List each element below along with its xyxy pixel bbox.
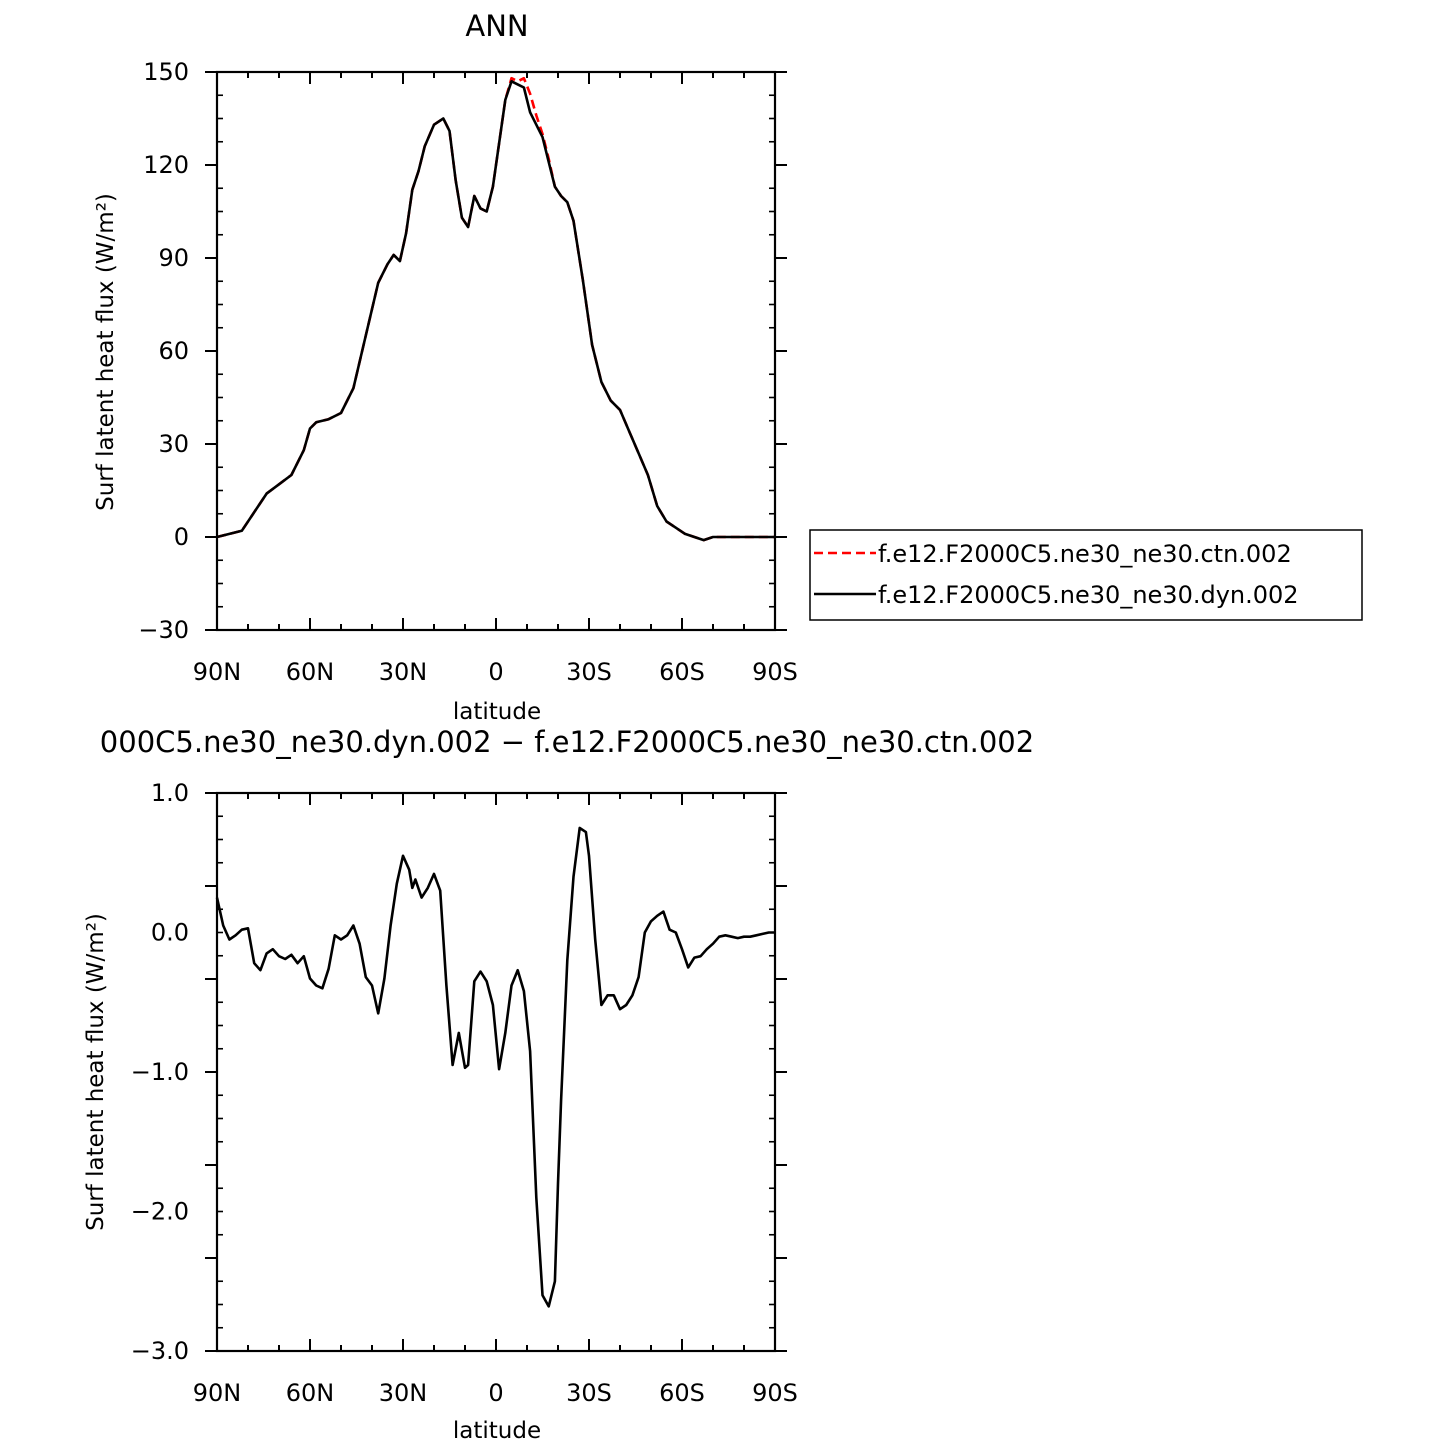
y-tick-label: 30 (158, 430, 189, 458)
x-tick-label: 90N (193, 1379, 242, 1407)
legend-label-ctn: f.e12.F2000C5.ne30_ne30.ctn.002 (878, 540, 1292, 568)
legend: f.e12.F2000C5.ne30_ne30.ctn.002 f.e12.F2… (809, 529, 1363, 621)
plot-frame (215, 791, 777, 1353)
x-tick-label: 90N (193, 658, 242, 686)
y-tick-label: 90 (158, 244, 189, 272)
series-lines (215, 826, 775, 1308)
legend-box (809, 529, 1363, 621)
series-lines (216, 76, 775, 542)
x-tick-label: 30N (379, 658, 428, 686)
x-tick-label: 30S (566, 658, 612, 686)
series-line-2 (216, 80, 775, 542)
y-axis-label: Surf latent heat flux (W/m²) (93, 193, 119, 511)
y-tick-label: −2.0 (131, 1198, 189, 1226)
x-tick-label: 30S (566, 1379, 612, 1407)
legend-label-dyn: f.e12.F2000C5.ne30_ne30.dyn.002 (878, 581, 1299, 609)
x-tick-label: 90S (752, 1379, 798, 1407)
series-line-1 (215, 826, 775, 1308)
y-tick-label: 0 (174, 523, 189, 551)
axis-ticks: 90N 60N 30N 0 30S 60S 90S 150 120 90 60 30 0 −30 (138, 58, 798, 686)
x-tick-label: 60N (286, 1379, 335, 1407)
x-tick-label: 60S (659, 658, 705, 686)
y-tick-label: 150 (143, 58, 189, 86)
y-tick-label: −1.0 (131, 1058, 189, 1086)
x-axis-label: latitude (453, 699, 541, 725)
y-tick-label: 60 (158, 337, 189, 365)
y-tick-label: 1.0 (151, 779, 189, 807)
x-tick-label: 0 (488, 658, 503, 686)
x-axis-label: latitude (453, 1418, 541, 1444)
x-tick-label: 60S (659, 1379, 705, 1407)
y-tick-label: −30 (138, 616, 189, 644)
chart-title: ANN (465, 9, 528, 43)
y-tick-label: 120 (143, 151, 189, 179)
y-axis-label: Surf latent heat flux (W/m²) (83, 913, 109, 1231)
chart-title: 000C5.ne30_ne30.dyn.002 − f.e12.F2000C5.… (100, 725, 1034, 759)
x-tick-label: 30N (379, 1379, 428, 1407)
x-tick-label: 0 (488, 1379, 503, 1407)
x-tick-label: 60N (286, 658, 335, 686)
plot-frame (215, 70, 777, 632)
y-tick-label: −3.0 (131, 1337, 189, 1365)
x-tick-label: 90S (752, 658, 798, 686)
y-tick-label: 0.0 (151, 919, 189, 947)
chart-panel-difference: 000C5.ne30_ne30.dyn.002 − f.e12.F2000C5.… (83, 725, 1034, 1444)
chart-panel-annual: ANN Surf latent heat flux (W/m²) latitud… (93, 9, 1363, 725)
